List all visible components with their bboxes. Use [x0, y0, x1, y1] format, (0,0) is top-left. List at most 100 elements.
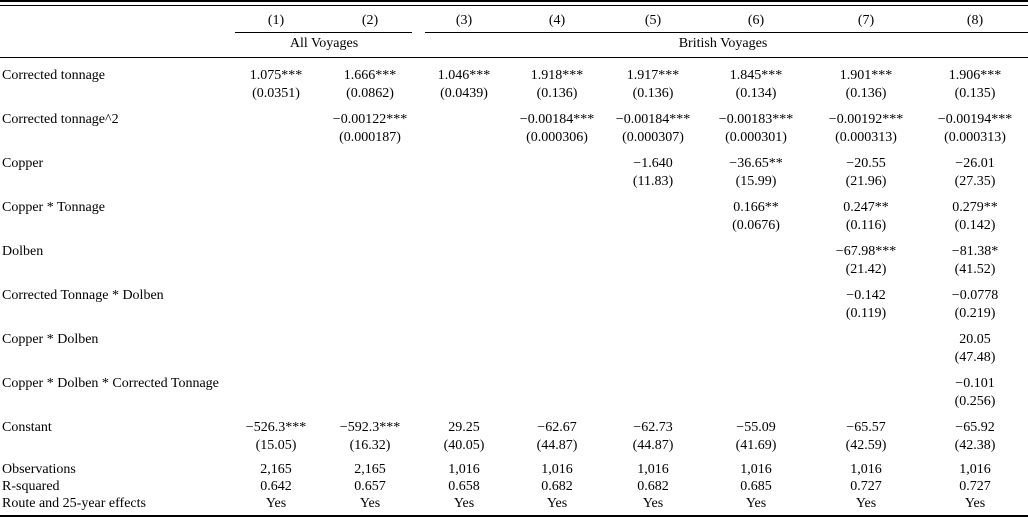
coef-row: Copper * Dolben * Corrected Tonnage −0.10… — [0, 366, 1028, 392]
se-cell — [322, 392, 418, 410]
se-row-spacer — [0, 304, 230, 322]
coef-cell: 0.166** — [733, 200, 779, 215]
coef-cell — [604, 190, 702, 216]
stat-label: R-squared — [2, 479, 60, 494]
coef-cell — [230, 366, 322, 392]
coef-row: Copper * Dolben 20.05 — [0, 322, 1028, 348]
se-row-spacer — [0, 172, 230, 190]
se-row: (0.0676) (0.116) (0.142) — [0, 216, 1028, 234]
coef-cell: 1.917*** — [626, 68, 680, 83]
se-cell: (0.219) — [954, 306, 996, 321]
se-cell — [510, 304, 604, 322]
row-label: Dolben — [2, 244, 44, 259]
coef-cell: 1.666*** — [343, 68, 397, 83]
column-number: (2) — [361, 13, 379, 28]
stat-row: R-squared 0.642 0.657 0.658 0.682 0.682 0.685 0… — [0, 478, 1028, 495]
se-cell: (16.32) — [349, 438, 391, 453]
stat-cell: 0.685 — [740, 479, 772, 494]
row-label: Corrected Tonnage * Dolben — [2, 288, 164, 303]
row-label: Copper * Dolben — [2, 332, 99, 347]
stat-cell: 2,165 — [260, 462, 292, 477]
table-top-double-rule — [0, 0, 1028, 6]
coef-cell — [418, 102, 510, 128]
stat-row: Route and 25-year effects Yes Yes Yes Yes Yes… — [0, 495, 1028, 512]
coef-cell: −0.00122*** — [332, 112, 408, 127]
se-cell: (0.136) — [536, 86, 578, 101]
stat-label: Route and 25-year effects — [2, 496, 146, 511]
se-cell — [510, 348, 604, 366]
stat-cell: Yes — [265, 496, 287, 511]
coef-cell: 20.05 — [959, 332, 991, 347]
se-cell — [230, 172, 322, 190]
coef-cell — [510, 322, 604, 348]
coef-row: Corrected Tonnage * Dolben −0.142 −0.0778 — [0, 278, 1028, 304]
stat-cell: Yes — [642, 496, 664, 511]
stat-cell: 0.642 — [260, 479, 292, 494]
se-cell — [810, 348, 922, 366]
stat-cell: 2,165 — [354, 462, 386, 477]
coef-cell: 0.247** — [843, 200, 889, 215]
coef-cell: 29.25 — [448, 420, 480, 435]
corner-cell — [0, 6, 230, 32]
table-body: Corrected tonnage 1.075*** 1.666*** 1.046**… — [0, 58, 1028, 513]
coef-cell: −592.3*** — [339, 420, 401, 435]
coef-cell — [230, 102, 322, 128]
stat-cell: 1,016 — [959, 462, 991, 477]
se-cell — [604, 216, 702, 234]
se-cell — [702, 304, 810, 322]
regression-table: (1) (2) (3) (4) (5) (6) (7) (8) All Voyages Brit… — [0, 6, 1028, 512]
coef-cell — [322, 146, 418, 172]
se-cell: (15.05) — [255, 438, 297, 453]
stat-cell: 0.658 — [448, 479, 480, 494]
se-cell: (27.35) — [954, 174, 996, 189]
se-cell — [230, 392, 322, 410]
stat-row: Observations 2,165 2,165 1,016 1,016 1,016 1,0… — [0, 454, 1028, 478]
se-row: (21.42) (41.52) — [0, 260, 1028, 278]
coef-cell — [322, 234, 418, 260]
coef-cell — [230, 190, 322, 216]
se-cell — [604, 304, 702, 322]
stat-cell: Yes — [359, 496, 381, 511]
stat-cell: 0.727 — [959, 479, 991, 494]
se-row: (0.119) (0.219) — [0, 304, 1028, 322]
coef-cell — [702, 322, 810, 348]
se-cell — [702, 260, 810, 278]
se-cell — [418, 348, 510, 366]
se-cell: (0.0439) — [440, 86, 488, 101]
group-underline — [235, 32, 412, 33]
se-cell — [230, 348, 322, 366]
coef-cell — [604, 322, 702, 348]
stat-cell: 0.682 — [541, 479, 573, 494]
coef-cell: −0.00184*** — [615, 112, 691, 127]
group-corner-cell — [0, 32, 230, 58]
column-number: (3) — [455, 13, 473, 28]
stat-cell: 1,016 — [448, 462, 480, 477]
stat-cell: 0.682 — [637, 479, 669, 494]
se-cell: (0.136) — [845, 86, 887, 101]
se-cell: (21.96) — [845, 174, 887, 189]
coef-cell — [604, 234, 702, 260]
stat-cell: Yes — [546, 496, 568, 511]
se-cell — [322, 172, 418, 190]
se-cell — [510, 260, 604, 278]
se-row-spacer — [0, 84, 230, 102]
coef-cell — [702, 234, 810, 260]
coef-cell: −36.65** — [729, 156, 783, 171]
se-cell: (0.142) — [954, 218, 996, 233]
se-cell — [702, 392, 810, 410]
se-cell: (0.116) — [845, 218, 887, 233]
se-cell — [322, 216, 418, 234]
coef-row: Corrected tonnage^2 −0.00122*** −0.00184**… — [0, 102, 1028, 128]
se-cell: (0.134) — [735, 86, 777, 101]
table-header: (1) (2) (3) (4) (5) (6) (7) (8) All Voyages Brit… — [0, 6, 1028, 58]
coef-cell: 0.279** — [952, 200, 998, 215]
se-cell: (0.0862) — [346, 86, 394, 101]
coef-cell — [418, 366, 510, 392]
group-label: British Voyages — [678, 36, 768, 51]
stat-cell: Yes — [855, 496, 877, 511]
se-cell: (41.69) — [735, 438, 777, 453]
se-cell — [322, 304, 418, 322]
se-cell — [322, 348, 418, 366]
coef-cell — [230, 322, 322, 348]
se-cell: (44.87) — [536, 438, 578, 453]
